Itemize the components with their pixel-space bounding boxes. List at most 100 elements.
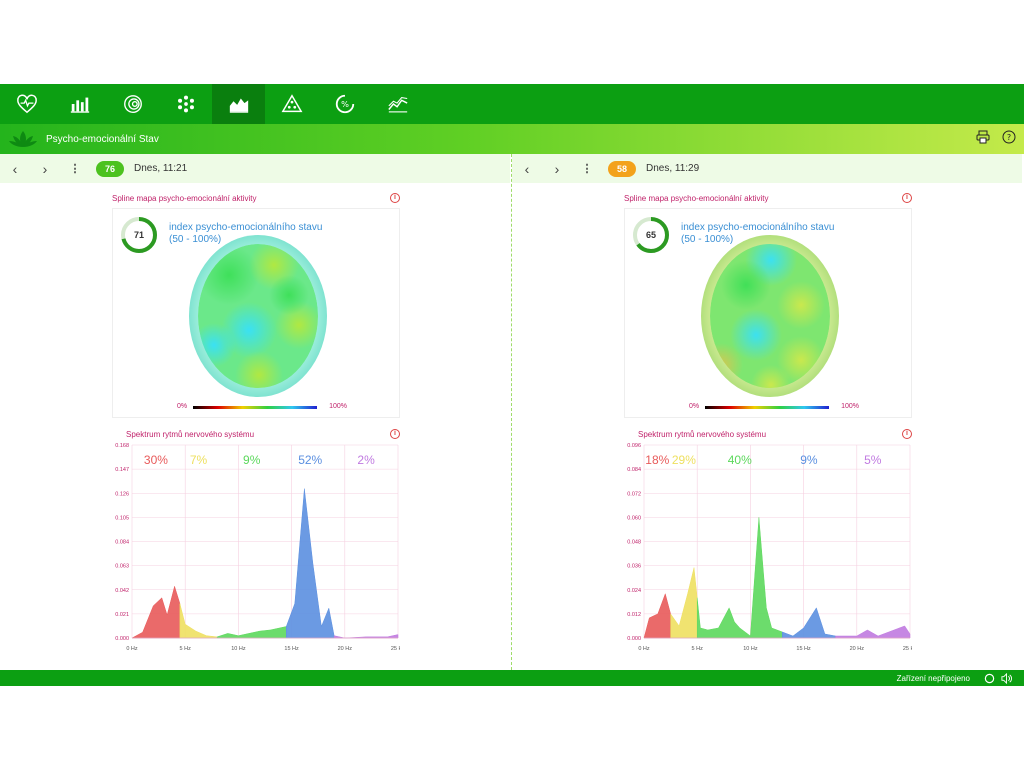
spectrum-band-area xyxy=(216,626,287,639)
help-icon[interactable]: ? xyxy=(1002,130,1016,144)
x-tick-label: 15 Hz xyxy=(284,646,299,652)
spectrum-card: Spektrum rytmů nervového systému i 0.000… xyxy=(112,429,400,660)
color-scale-bar xyxy=(705,406,829,409)
more-vertical-icon: ⋮ xyxy=(69,163,81,175)
y-tick-label: 0.036 xyxy=(627,564,641,570)
color-scale-bar xyxy=(193,406,317,409)
y-tick-label: 0.000 xyxy=(115,636,129,642)
spline-map-card: Spline mapa psycho-emocionální aktivity … xyxy=(624,193,912,418)
heart-pulse-icon xyxy=(16,94,37,114)
index-label-range: (50 - 100%) xyxy=(681,234,734,245)
spectrum-band-area xyxy=(696,517,783,639)
index-gauge-value: 71 xyxy=(133,230,144,240)
spiral-icon xyxy=(123,95,142,113)
lotus-logo-icon xyxy=(9,131,37,147)
measurement-date: Dnes, 11:29 xyxy=(646,163,700,174)
status-bar: Zařízení nepřipojeno xyxy=(0,670,1024,686)
info-icon[interactable]: i xyxy=(390,193,400,203)
nav-spiral[interactable] xyxy=(106,84,159,124)
info-icon[interactable]: i xyxy=(902,429,912,439)
sound-icon[interactable] xyxy=(1001,672,1012,684)
index-label-range: (50 - 100%) xyxy=(169,234,222,245)
nav-heart-pulse[interactable] xyxy=(0,84,53,124)
panel-divider xyxy=(511,154,512,670)
y-tick-label: 0.021 xyxy=(115,612,129,618)
x-tick-label: 10 Hz xyxy=(231,646,246,652)
page-title: Psycho-emocionální Stav xyxy=(46,133,159,145)
spline-map-title: Spline mapa psycho-emocionální aktivity xyxy=(112,194,257,203)
spectrum-band-area xyxy=(782,607,836,639)
y-tick-label: 0.063 xyxy=(115,564,129,570)
index-gauge xyxy=(121,217,157,253)
y-tick-label: 0.084 xyxy=(627,467,641,473)
y-tick-label: 0.126 xyxy=(115,491,129,497)
x-tick-label: 5 Hz xyxy=(692,646,704,652)
print-icon[interactable] xyxy=(976,130,990,144)
psycho-emotional-heatmap xyxy=(189,235,327,397)
x-tick-label: 0 Hz xyxy=(638,646,650,652)
x-tick-label: 20 Hz xyxy=(338,646,353,652)
y-tick-label: 0.105 xyxy=(115,515,129,521)
spectrum-title: Spektrum rytmů nervového systému xyxy=(126,430,255,439)
info-icon[interactable]: i xyxy=(390,429,400,439)
nav-percent-circle[interactable]: % xyxy=(318,84,371,124)
more-button[interactable]: ⋮ xyxy=(572,162,602,175)
y-tick-label: 0.084 xyxy=(115,540,129,546)
more-vertical-icon: ⋮ xyxy=(581,163,593,175)
spline-map-box: 71 index psycho-emocionálního stavu (50 … xyxy=(112,208,400,418)
band-percent-label: 2% xyxy=(357,453,375,467)
nav-flower[interactable] xyxy=(159,84,212,124)
spectrum-chart: 0.000 0.012 0.024 0.036 0.048 0.060 0.072 0.084… xyxy=(627,443,912,652)
spline-map-card: Spline mapa psycho-emocionální aktivity … xyxy=(112,193,400,418)
app-window: % Psycho-emocionální Stav ? ‹ › ⋮ 76 Dne… xyxy=(0,84,1024,686)
score-badge: 76 xyxy=(96,160,124,177)
pyramid-icon xyxy=(281,94,302,113)
nav-bar-chart[interactable] xyxy=(53,84,106,124)
chevron-left-icon: ‹ xyxy=(524,160,530,177)
y-tick-label: 0.072 xyxy=(627,491,641,497)
line-chart-icon xyxy=(387,96,407,113)
chevron-right-icon: › xyxy=(42,160,48,177)
next-button[interactable]: › xyxy=(30,154,60,183)
scale-max-label: 100% xyxy=(841,403,859,410)
area-chart-icon xyxy=(229,98,248,113)
index-label: index psycho-emocionálního stavu (50 - 1… xyxy=(681,222,834,246)
flower-icon xyxy=(177,95,194,113)
band-percent-label: 52% xyxy=(298,453,322,467)
spline-map-box: 65 index psycho-emocionálního stavu (50 … xyxy=(624,208,912,418)
more-button[interactable]: ⋮ xyxy=(60,162,90,175)
panel-toolbar: ‹ › ⋮ 76 Dnes, 11:21 xyxy=(0,154,510,183)
nav-area-chart[interactable] xyxy=(212,84,265,124)
y-tick-label: 0.147 xyxy=(115,467,129,473)
y-tick-label: 0.060 xyxy=(627,515,641,521)
band-percent-label: 40% xyxy=(728,453,752,467)
device-connection-icon[interactable] xyxy=(984,673,995,684)
device-status: Zařízení nepřipojeno xyxy=(896,673,970,683)
spectrum-band-area xyxy=(286,488,335,639)
x-tick-label: 0 Hz xyxy=(126,646,138,652)
scale-max-label: 100% xyxy=(329,403,347,410)
y-tick-label: 0.012 xyxy=(627,612,641,618)
spectrum-band-area xyxy=(131,585,181,639)
prev-button[interactable]: ‹ xyxy=(512,154,542,183)
top-navigation: % xyxy=(0,84,1024,124)
x-tick-label: 25 Hz xyxy=(391,646,400,652)
index-gauge xyxy=(633,217,669,253)
percent-circle-icon: % xyxy=(335,94,354,114)
nav-line-chart[interactable] xyxy=(371,84,424,124)
score-badge: 58 xyxy=(608,160,636,177)
scale-min-label: 0% xyxy=(689,403,700,410)
color-scale: 0% 100% xyxy=(689,403,859,413)
x-tick-label: 5 Hz xyxy=(180,646,192,652)
measurement-panel-right: ‹ › ⋮ 58 Dnes, 11:29 Spline mapa psycho-… xyxy=(512,154,1024,670)
band-percent-label: 9% xyxy=(800,453,818,467)
next-button[interactable]: › xyxy=(542,154,572,183)
index-label: index psycho-emocionálního stavu (50 - 1… xyxy=(169,222,322,246)
nav-pyramid[interactable] xyxy=(265,84,318,124)
band-percent-label: 7% xyxy=(190,453,208,467)
spectrum-band-area xyxy=(835,625,911,639)
svg-text:?: ? xyxy=(1007,133,1011,142)
prev-button[interactable]: ‹ xyxy=(0,154,30,183)
info-icon[interactable]: i xyxy=(902,193,912,203)
index-gauge-value: 65 xyxy=(645,230,656,240)
